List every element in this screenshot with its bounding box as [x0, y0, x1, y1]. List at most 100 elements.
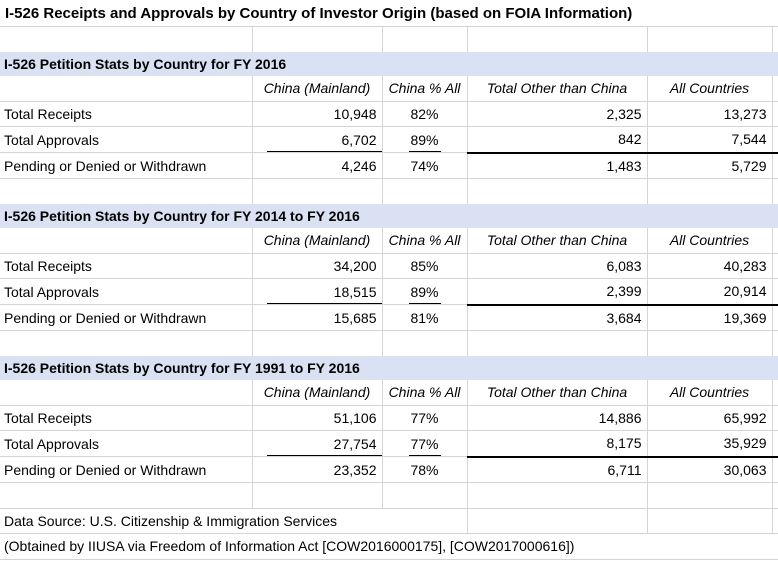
cell-all-value[interactable]: 65,992 — [647, 405, 773, 431]
cell-row-label[interactable]: Pending or Denied or Withdrawn — [0, 456, 253, 483]
empty-cell[interactable] — [772, 179, 778, 204]
cell-china-value[interactable]: 6,702 — [252, 126, 383, 153]
empty-cell[interactable] — [772, 253, 778, 279]
col-header-all[interactable]: All Countries — [647, 380, 773, 406]
cell-china-value[interactable]: 23,352 — [252, 456, 383, 483]
cell-other-value[interactable]: 1,483 — [467, 152, 648, 179]
col-header-china-pct[interactable]: China % All — [382, 228, 468, 254]
cell-other-value[interactable]: 8,175 — [467, 430, 648, 458]
col-header-all[interactable]: All Countries — [647, 228, 773, 254]
cell-china-value[interactable]: 27,754 — [252, 430, 383, 457]
cell-all-value[interactable]: 40,283 — [647, 253, 773, 279]
col-header-other[interactable]: Total Other than China — [467, 228, 648, 254]
col-header-china-pct[interactable]: China % All — [382, 380, 468, 406]
cell-china-pct[interactable]: 82% — [382, 101, 468, 127]
cell-china-value[interactable]: 4,246 — [252, 152, 383, 179]
empty-cell[interactable] — [772, 304, 778, 331]
empty-cell[interactable] — [772, 380, 778, 406]
cell-all-value[interactable]: 5,729 — [647, 152, 773, 179]
cell-china-pct[interactable]: 89% — [382, 278, 468, 305]
empty-cell[interactable] — [382, 26, 468, 52]
cell-other-value[interactable]: 6,711 — [467, 456, 648, 483]
cell-china-value[interactable]: 34,200 — [252, 253, 383, 279]
empty-cell[interactable] — [647, 178, 773, 204]
cell-all-value[interactable]: 20,914 — [647, 278, 773, 306]
cell-row-label[interactable]: Total Receipts — [0, 405, 253, 431]
cell-china-pct[interactable]: 74% — [382, 152, 468, 179]
empty-cell[interactable] — [467, 482, 648, 509]
empty-cell[interactable] — [252, 178, 383, 204]
cell-china-pct[interactable]: 89% — [382, 126, 468, 153]
empty-cell[interactable] — [382, 330, 468, 356]
empty-cell[interactable] — [772, 482, 778, 509]
empty-cell[interactable] — [647, 26, 773, 52]
cell-other-value[interactable]: 2,399 — [467, 278, 648, 306]
cell-china-pct[interactable]: 77% — [382, 405, 468, 431]
purchase-note-text[interactable]: Full data set (with detail by individual… — [0, 559, 778, 565]
empty-cell[interactable] — [252, 26, 383, 52]
col-header-other[interactable]: Total Other than China — [467, 76, 648, 102]
cell-row-label[interactable]: Pending or Denied or Withdrawn — [0, 304, 253, 331]
data-source-text[interactable]: Data Source: U.S. Citizenship & Immigrat… — [0, 508, 468, 534]
cell-other-value[interactable]: 6,083 — [467, 253, 648, 279]
col-header-china-pct[interactable]: China % All — [382, 76, 468, 102]
empty-cell[interactable] — [772, 508, 778, 534]
cell-other-value[interactable]: 842 — [467, 126, 648, 154]
cell-all-value[interactable]: 19,369 — [647, 304, 773, 331]
cell-china-pct[interactable]: 85% — [382, 253, 468, 279]
cell-row-label[interactable]: Pending or Denied or Withdrawn — [0, 152, 253, 179]
col-header-china[interactable]: China (Mainland) — [252, 228, 383, 254]
empty-cell[interactable] — [382, 178, 468, 204]
cell-china-pct[interactable]: 77% — [382, 430, 468, 457]
cell-all-value[interactable]: 7,544 — [647, 126, 773, 154]
cell-row-label[interactable]: Total Receipts — [0, 253, 253, 279]
cell-row-label[interactable]: Total Approvals — [0, 430, 253, 457]
empty-cell[interactable] — [467, 178, 648, 204]
col-header-other[interactable]: Total Other than China — [467, 380, 648, 406]
section-header-fy2014-2016[interactable]: I-526 Petition Stats by Country for FY 2… — [0, 203, 778, 228]
empty-cell[interactable] — [772, 228, 778, 254]
empty-cell[interactable] — [647, 330, 773, 356]
empty-cell[interactable] — [0, 380, 253, 406]
empty-cell[interactable] — [772, 278, 778, 306]
col-header-china[interactable]: China (Mainland) — [252, 76, 383, 102]
empty-cell[interactable] — [772, 76, 778, 102]
cell-all-value[interactable]: 30,063 — [647, 456, 773, 483]
empty-cell[interactable] — [647, 482, 773, 509]
empty-cell[interactable] — [772, 456, 778, 483]
cell-row-label[interactable]: Total Approvals — [0, 126, 253, 153]
cell-row-label[interactable]: Total Receipts — [0, 101, 253, 127]
empty-cell[interactable] — [467, 26, 648, 52]
cell-china-value[interactable]: 10,948 — [252, 101, 383, 127]
empty-cell[interactable] — [467, 330, 648, 356]
empty-cell[interactable] — [382, 482, 468, 509]
empty-cell[interactable] — [772, 405, 778, 431]
empty-cell[interactable] — [772, 126, 778, 154]
cell-other-value[interactable]: 14,886 — [467, 405, 648, 431]
empty-cell[interactable] — [0, 330, 253, 356]
foia-note-text[interactable]: (Obtained by IIUSA via Freedom of Inform… — [0, 533, 778, 560]
cell-all-value[interactable]: 13,273 — [647, 101, 773, 127]
cell-all-value[interactable]: 35,929 — [647, 430, 773, 458]
col-header-china[interactable]: China (Mainland) — [252, 380, 383, 406]
empty-cell[interactable] — [0, 482, 253, 509]
empty-cell[interactable] — [772, 101, 778, 127]
empty-cell[interactable] — [0, 178, 253, 204]
cell-china-pct[interactable]: 81% — [382, 304, 468, 331]
empty-cell[interactable] — [0, 228, 253, 254]
empty-cell[interactable] — [647, 508, 773, 534]
cell-china-value[interactable]: 51,106 — [252, 405, 383, 431]
empty-cell[interactable] — [772, 331, 778, 356]
empty-cell[interactable] — [772, 430, 778, 458]
empty-cell[interactable] — [0, 26, 253, 52]
section-header-fy2016[interactable]: I-526 Petition Stats by Country for FY 2… — [0, 51, 778, 76]
cell-china-value[interactable]: 18,515 — [252, 278, 383, 305]
empty-cell[interactable] — [252, 482, 383, 509]
empty-cell[interactable] — [772, 152, 778, 179]
cell-china-pct[interactable]: 78% — [382, 456, 468, 483]
section-header-fy1991-2016[interactable]: I-526 Petition Stats by Country for FY 1… — [0, 355, 778, 380]
col-header-all[interactable]: All Countries — [647, 76, 773, 102]
empty-cell[interactable] — [0, 76, 253, 102]
empty-cell[interactable] — [252, 330, 383, 356]
empty-cell[interactable] — [772, 27, 778, 52]
